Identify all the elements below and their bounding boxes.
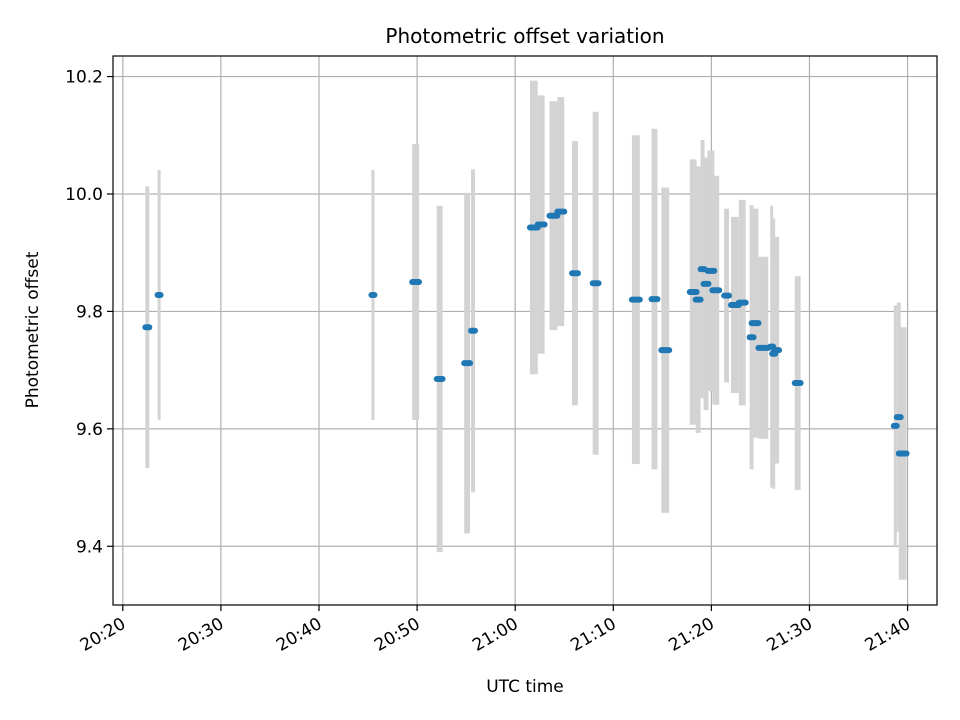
- x-tick-label: 20:30: [175, 614, 227, 656]
- x-tick-label: 20:40: [273, 614, 325, 656]
- x-axis-ticks: 20:20 20:30 20:40 20:50 21:00 21:10 21:20 21:30…: [77, 605, 914, 656]
- y-tick-label: 9.8: [76, 302, 103, 322]
- y-tick-label: 9.4: [76, 537, 103, 557]
- chart-title: Photometric offset variation: [385, 24, 664, 48]
- y-axis-ticks: 9.4 9.6 9.8 10.0 10.2: [65, 68, 113, 557]
- y-tick-label: 10.0: [65, 185, 103, 205]
- x-tick-label: 20:20: [77, 614, 129, 656]
- y-axis-title: Photometric offset: [23, 251, 43, 408]
- x-axis-title: UTC time: [486, 677, 564, 697]
- x-tick-label: 21:40: [862, 614, 914, 656]
- grid-lines: [113, 56, 937, 605]
- error-bars: [145, 80, 907, 580]
- x-tick-label: 21:10: [567, 614, 619, 656]
- x-tick-label: 20:50: [371, 614, 423, 656]
- y-tick-label: 10.2: [65, 68, 103, 88]
- plot-frame: [112, 55, 938, 606]
- x-tick-label: 21:20: [665, 614, 717, 656]
- x-tick-label: 21:00: [469, 614, 521, 656]
- data-points: [142, 208, 910, 457]
- x-tick-label: 21:30: [764, 614, 816, 656]
- y-tick-label: 9.6: [76, 420, 103, 440]
